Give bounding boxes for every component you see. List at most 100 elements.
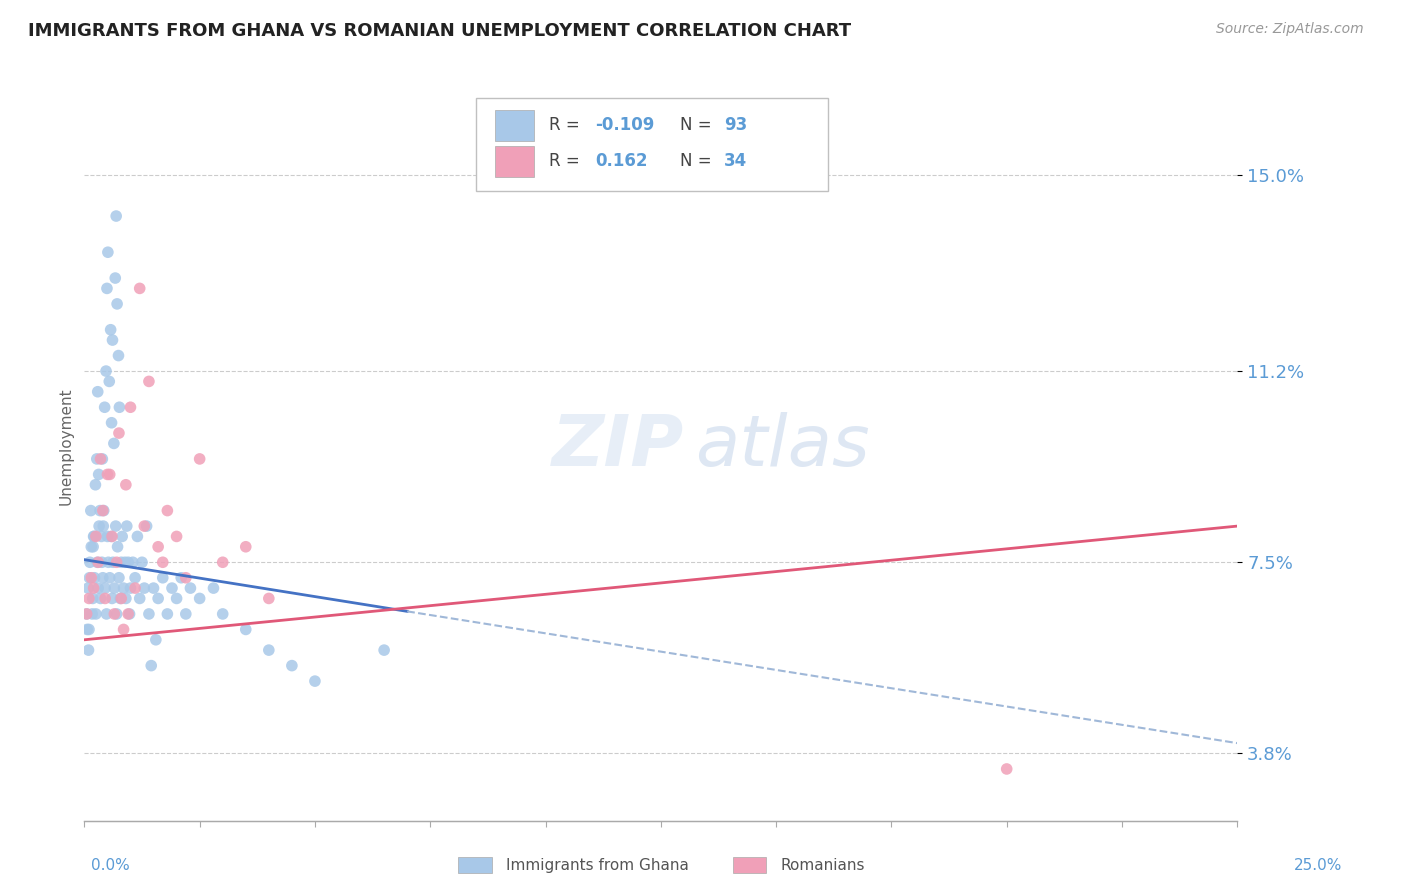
- Point: [86, 451, 108, 466]
- Point: [91, 503, 114, 517]
- Point: [108, 426, 131, 441]
- Point: [89, 451, 111, 466]
- Point: [152, 571, 174, 585]
- Point: [84, 477, 107, 491]
- Point: [90, 529, 112, 543]
- Point: [107, 349, 129, 363]
- Point: [108, 571, 131, 585]
- Point: [101, 591, 124, 606]
- Point: [103, 607, 125, 621]
- Point: [82, 591, 104, 606]
- Point: [145, 632, 167, 647]
- Point: [83, 571, 105, 585]
- Point: [104, 271, 127, 285]
- Point: [83, 529, 105, 543]
- Point: [96, 607, 118, 621]
- Point: [100, 323, 122, 337]
- Point: [146, 540, 169, 554]
- Point: [96, 467, 118, 482]
- FancyBboxPatch shape: [477, 97, 828, 191]
- Point: [138, 375, 160, 389]
- Point: [257, 591, 280, 606]
- Point: [103, 581, 125, 595]
- Point: [115, 591, 138, 606]
- Point: [90, 555, 112, 569]
- Point: [110, 591, 132, 606]
- Point: [101, 333, 124, 347]
- Point: [93, 503, 115, 517]
- Point: [134, 519, 156, 533]
- Text: -0.109: -0.109: [595, 116, 654, 135]
- Point: [84, 529, 107, 543]
- Point: [995, 762, 1018, 776]
- Point: [76, 607, 98, 621]
- Point: [89, 591, 111, 606]
- Point: [105, 555, 128, 569]
- Point: [96, 529, 118, 543]
- Point: [76, 607, 98, 621]
- Point: [104, 519, 127, 533]
- Point: [166, 529, 188, 543]
- Point: [93, 401, 115, 415]
- Point: [211, 607, 233, 621]
- Point: [105, 297, 128, 311]
- Point: [115, 477, 138, 491]
- Point: [82, 540, 104, 554]
- Point: [89, 503, 111, 517]
- Point: [135, 519, 157, 533]
- Point: [79, 571, 101, 585]
- Point: [120, 581, 142, 595]
- Point: [87, 519, 110, 533]
- Point: [124, 581, 146, 595]
- Point: [96, 281, 118, 295]
- Point: [77, 623, 100, 637]
- Point: [142, 581, 165, 595]
- Point: [134, 581, 156, 595]
- Text: IMMIGRANTS FROM GHANA VS ROMANIAN UNEMPLOYMENT CORRELATION CHART: IMMIGRANTS FROM GHANA VS ROMANIAN UNEMPL…: [28, 22, 851, 40]
- Text: atlas: atlas: [696, 411, 870, 481]
- Point: [128, 281, 150, 295]
- Point: [76, 623, 98, 637]
- Point: [128, 591, 150, 606]
- Point: [174, 607, 197, 621]
- Point: [80, 503, 103, 517]
- Text: Immigrants from Ghana: Immigrants from Ghana: [506, 858, 689, 872]
- Text: R =: R =: [548, 116, 585, 135]
- Point: [77, 643, 100, 657]
- Text: Source: ZipAtlas.com: Source: ZipAtlas.com: [1216, 22, 1364, 37]
- Point: [118, 607, 141, 621]
- Text: 93: 93: [724, 116, 748, 135]
- Text: N =: N =: [681, 116, 717, 135]
- Point: [121, 555, 143, 569]
- Point: [110, 555, 132, 569]
- Point: [86, 555, 108, 569]
- Text: 0.0%: 0.0%: [91, 858, 131, 872]
- Point: [152, 555, 174, 569]
- Point: [91, 571, 114, 585]
- Point: [235, 623, 257, 637]
- Point: [138, 607, 160, 621]
- Point: [124, 571, 146, 585]
- Point: [91, 451, 114, 466]
- Point: [179, 581, 201, 595]
- Point: [101, 529, 124, 543]
- Point: [83, 529, 105, 543]
- Point: [235, 540, 257, 554]
- Text: N =: N =: [681, 153, 717, 170]
- Point: [87, 581, 110, 595]
- Point: [166, 591, 188, 606]
- Point: [80, 571, 103, 585]
- Point: [117, 555, 139, 569]
- Point: [373, 643, 395, 657]
- Text: Romanians: Romanians: [780, 858, 865, 872]
- Point: [101, 555, 124, 569]
- Text: ZIP: ZIP: [551, 411, 683, 481]
- Point: [156, 607, 179, 621]
- Text: 34: 34: [724, 153, 748, 170]
- Point: [160, 581, 183, 595]
- Point: [211, 555, 233, 569]
- Point: [79, 555, 101, 569]
- Point: [100, 529, 122, 543]
- Point: [112, 623, 135, 637]
- Point: [98, 571, 121, 585]
